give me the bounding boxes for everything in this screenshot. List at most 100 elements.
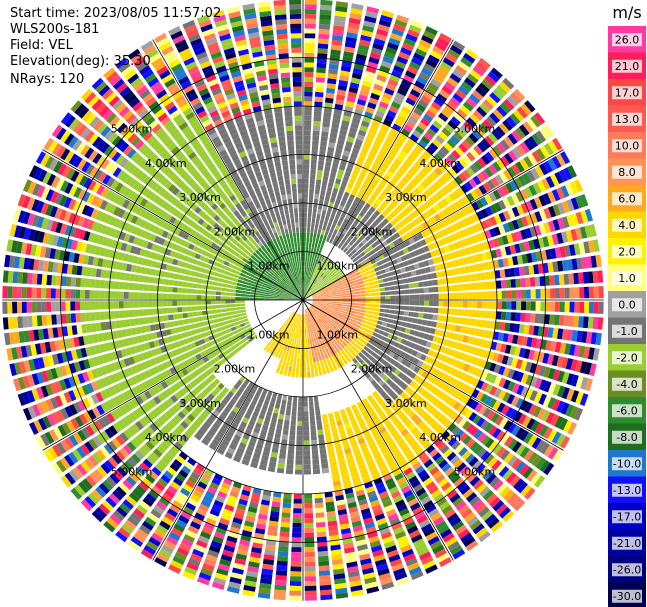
velocity-cell	[304, 595, 317, 601]
velocity-cell	[370, 292, 376, 296]
velocity-cell	[352, 242, 358, 249]
velocity-cell	[328, 201, 334, 208]
velocity-cell	[377, 24, 390, 32]
velocity-cell	[176, 300, 182, 306]
velocity-cell	[309, 313, 312, 318]
velocity-cell	[308, 307, 313, 312]
velocity-cell	[543, 366, 551, 378]
velocity-cell	[396, 136, 405, 145]
velocity-cell	[399, 201, 407, 209]
velocity-cell	[477, 142, 487, 153]
velocity-cell	[307, 222, 311, 228]
velocity-cell	[189, 380, 197, 388]
velocity-cell	[580, 210, 589, 223]
velocity-cell	[224, 324, 231, 330]
velocity-cell	[327, 221, 333, 228]
velocity-cell	[402, 316, 409, 322]
velocity-cell	[516, 384, 525, 396]
velocity-cell	[333, 314, 339, 318]
velocity-cell	[416, 434, 426, 443]
velocity-cell	[314, 366, 318, 372]
velocity-cell	[584, 225, 592, 238]
velocity-cell	[376, 153, 385, 161]
velocity-cell	[315, 238, 319, 244]
velocity-cell	[490, 67, 503, 79]
velocity-cell	[574, 179, 584, 193]
velocity-cell	[329, 284, 334, 288]
velocity-cell	[305, 319, 307, 325]
velocity-cell	[345, 556, 357, 564]
velocity-cell	[193, 369, 201, 377]
velocity-cell	[425, 218, 433, 227]
velocity-cell	[484, 135, 495, 147]
velocity-cell	[303, 396, 308, 402]
velocity-cell	[500, 449, 510, 461]
velocity-cell	[311, 284, 316, 289]
velocity-cell	[213, 378, 221, 386]
velocity-cell	[304, 290, 307, 296]
velocity-cell	[469, 163, 479, 174]
velocity-cell	[437, 427, 447, 437]
velocity-cell	[413, 263, 420, 270]
velocity-cell	[336, 292, 342, 295]
velocity-cell	[583, 346, 591, 359]
velocity-cell	[355, 324, 361, 329]
velocity-cell	[374, 217, 382, 225]
velocity-cell	[236, 310, 242, 314]
velocity-cell	[383, 451, 392, 460]
velocity-cell	[377, 69, 389, 78]
velocity-cell	[340, 222, 347, 229]
velocity-cell	[347, 566, 359, 573]
velocity-cell	[502, 223, 511, 233]
velocity-cell	[160, 380, 169, 389]
velocity-cell	[574, 301, 580, 313]
velocity-cell	[81, 427, 91, 439]
velocity-cell	[330, 127, 339, 134]
velocity-cell	[41, 287, 47, 299]
velocity-cell	[332, 271, 337, 276]
velocity-cell	[335, 276, 341, 281]
velocity-cell	[446, 216, 454, 225]
velocity-cell	[318, 24, 331, 30]
velocity-cell	[566, 388, 575, 401]
velocity-cell	[290, 342, 294, 348]
velocity-cell	[198, 383, 206, 391]
velocity-cell	[213, 318, 219, 324]
velocity-cell	[240, 437, 249, 445]
velocity-cell	[366, 187, 374, 194]
velocity-cell	[307, 318, 310, 324]
velocity-cell	[65, 313, 72, 324]
velocity-cell	[27, 315, 33, 328]
velocity-cell	[315, 415, 322, 421]
velocity-cell	[273, 594, 286, 601]
velocity-cell	[499, 171, 509, 183]
velocity-cell	[494, 375, 502, 386]
velocity-cell	[276, 342, 281, 348]
velocity-cell	[185, 383, 194, 391]
velocity-cell	[464, 181, 474, 191]
velocity-cell	[357, 176, 364, 183]
velocity-cell	[378, 371, 386, 379]
velocity-cell	[423, 427, 433, 437]
velocity-cell	[229, 335, 236, 341]
velocity-cell	[85, 312, 91, 322]
velocity-cell	[305, 246, 309, 252]
velocity-cell	[266, 341, 272, 347]
velocity-cell	[481, 78, 494, 90]
velocity-cell	[161, 455, 171, 465]
velocity-cell	[111, 438, 122, 449]
velocity-cell	[498, 224, 506, 235]
velocity-cell	[343, 315, 349, 320]
velocity-cell	[446, 366, 454, 374]
velocity-cell	[475, 61, 488, 73]
velocity-cell	[282, 429, 289, 435]
velocity-cell	[323, 276, 329, 281]
velocity-cell	[201, 295, 207, 300]
velocity-cell	[291, 415, 297, 421]
velocity-cell	[518, 242, 526, 253]
velocity-cell	[491, 459, 502, 471]
velocity-cell	[360, 293, 366, 297]
velocity-cell	[416, 515, 428, 524]
velocity-cell	[387, 513, 399, 522]
velocity-cell	[347, 570, 360, 578]
